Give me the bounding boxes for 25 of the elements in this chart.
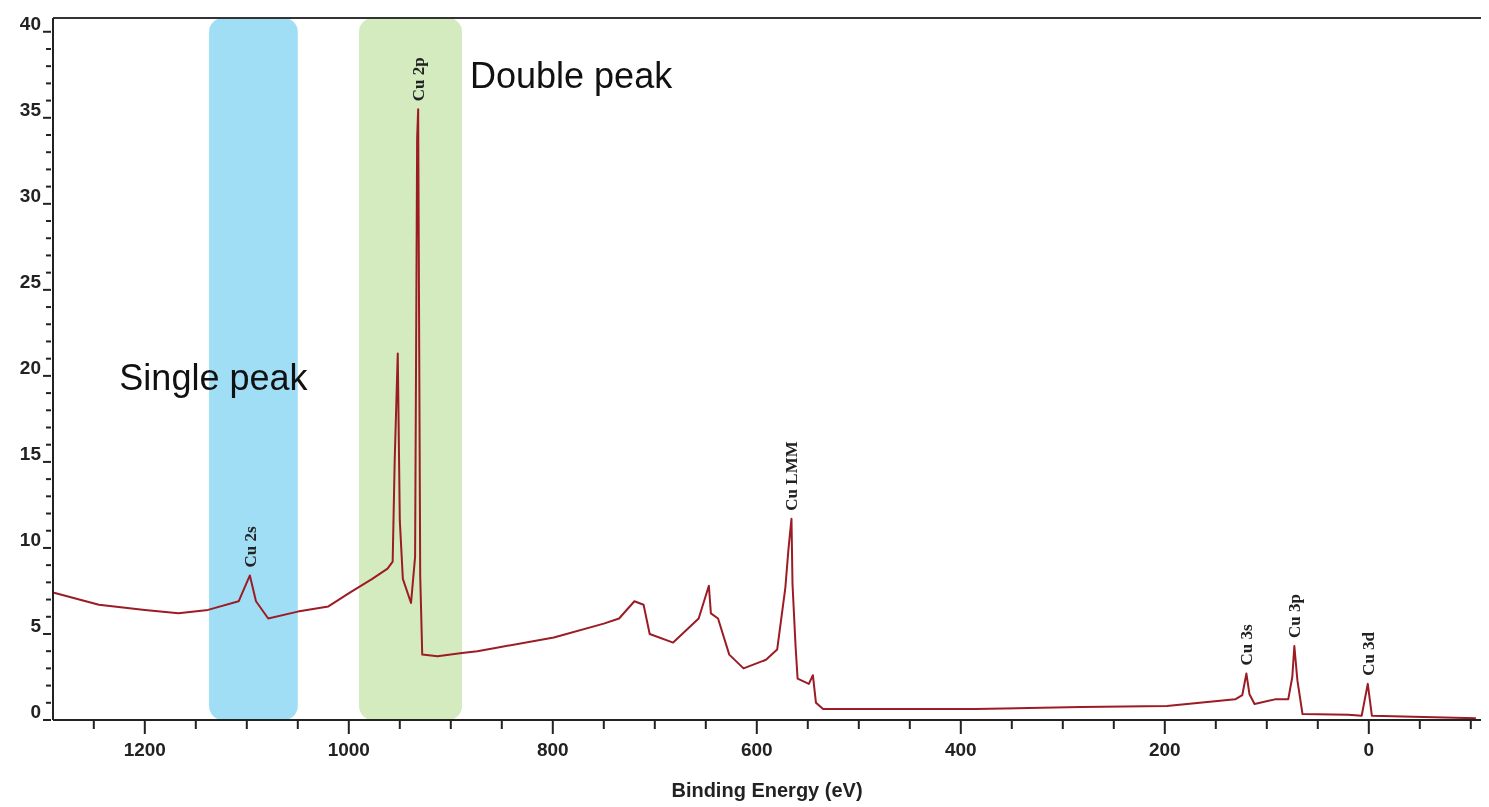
y-tick-label: 35 bbox=[19, 98, 42, 120]
x-tick-label: 0 bbox=[1363, 739, 1375, 760]
x-tick-label: 1000 bbox=[327, 739, 370, 760]
x-tick-label: 200 bbox=[1148, 739, 1181, 760]
annotation: Cu 3s bbox=[1237, 624, 1257, 666]
y-tick-label: 40 bbox=[19, 12, 41, 34]
annotation: Cu 2p bbox=[409, 57, 429, 102]
x-tick-label: 600 bbox=[740, 739, 773, 760]
x-axis-title: Binding Energy (eV) bbox=[671, 779, 863, 801]
annotation: Cu LMM bbox=[782, 441, 802, 511]
y-tick-label: 30 bbox=[19, 184, 41, 206]
band-label: Single peak bbox=[119, 357, 309, 399]
x-tick-label: 400 bbox=[944, 739, 977, 760]
y-tick-label: 0 bbox=[30, 701, 41, 722]
annotation: Cu 3p bbox=[1285, 594, 1305, 639]
annotation: Cu 3d bbox=[1358, 631, 1378, 676]
y-tick-label: 15 bbox=[19, 442, 42, 464]
y-tick-label: 20 bbox=[19, 356, 41, 378]
y-tick-label: 5 bbox=[30, 614, 42, 636]
x-tick-label: 1200 bbox=[123, 739, 166, 760]
annotation: Cu 2s bbox=[240, 525, 260, 568]
x-tick-label: 800 bbox=[536, 739, 569, 760]
band-label: Double peak bbox=[470, 55, 674, 97]
y-tick-label: 10 bbox=[19, 528, 41, 550]
y-tick-label: 25 bbox=[19, 270, 42, 292]
